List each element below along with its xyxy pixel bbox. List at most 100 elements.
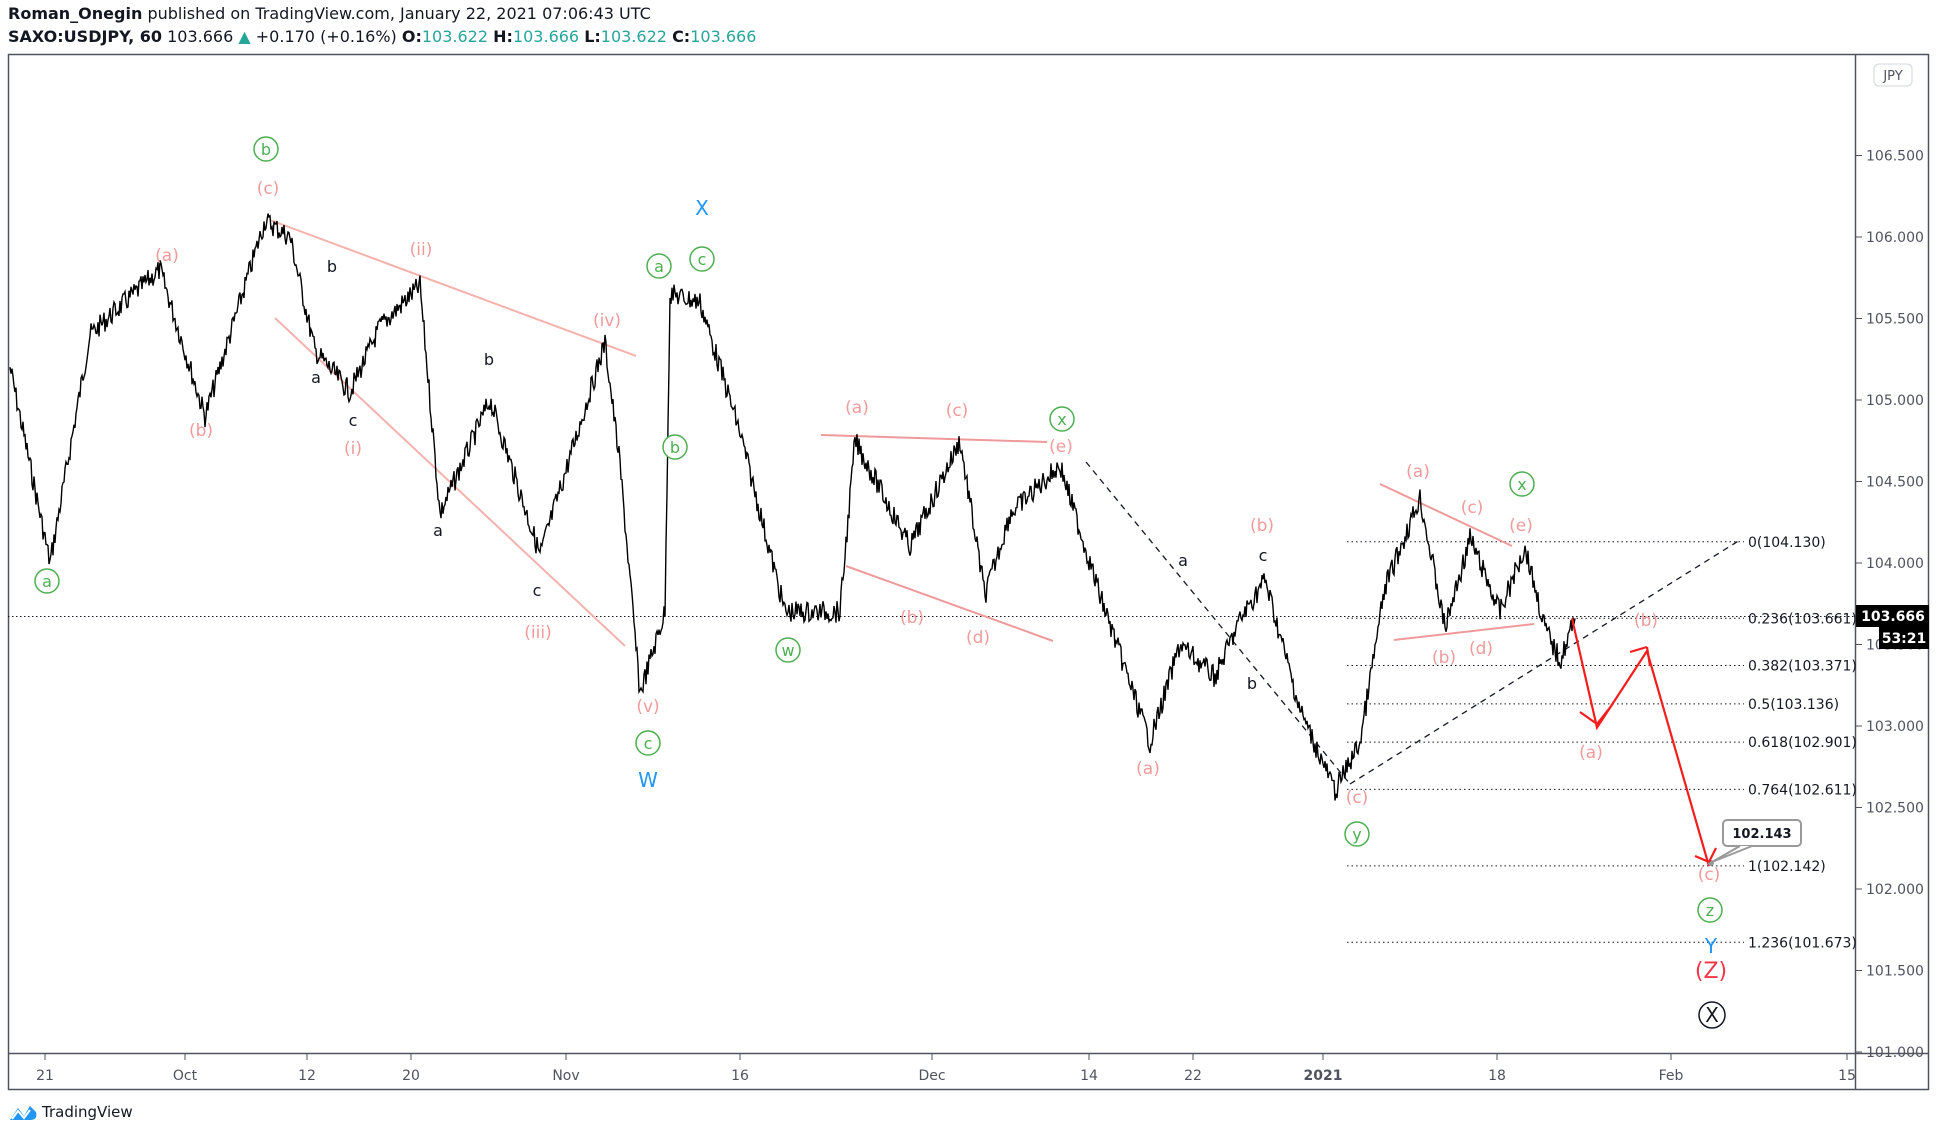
wave-label-circle (689, 246, 715, 272)
symbol-legend: SAXO:USDJPY, 60 103.666 ▲ +0.170 (+0.16%… (8, 27, 757, 46)
trendlines[interactable] (269, 219, 1741, 785)
price-tick-label: 106.500 (1866, 149, 1924, 165)
up-triangle-icon: ▲ (238, 27, 251, 46)
svg-text:53:21: 53:21 (1882, 631, 1927, 647)
trendline[interactable] (1349, 539, 1741, 785)
fib-level-label: 0.764(102.611) (1748, 782, 1857, 798)
fib-level-label: 0.618(102.901) (1748, 735, 1857, 751)
time-tick-label: Dec (918, 1068, 945, 1084)
wave-label: (b) (1432, 648, 1456, 668)
wave-label: (a) (1406, 462, 1430, 482)
time-tick-label: 16 (731, 1068, 749, 1084)
time-tick-label: 20 (402, 1068, 420, 1084)
time-axis[interactable]: 21 Oct 12 20 Nov 16 Dec 14 22 2021 18 Feb 15 (36, 1054, 1856, 1084)
time-tick-label: Nov (552, 1068, 579, 1084)
fib-level-label: 0.236(103.661) (1748, 611, 1857, 627)
publish-info: Roman_Onegin published on TradingView.co… (8, 4, 651, 24)
chart-frame (7, 53, 1930, 1091)
svg-text:103.666: 103.666 (1861, 609, 1925, 625)
currency-badge[interactable]: JPY (1873, 63, 1913, 87)
trendline[interactable] (274, 317, 626, 647)
svg-text:JPY: JPY (1882, 69, 1902, 84)
wave-label: (a) (1136, 759, 1160, 779)
wave-label: (ii) (410, 240, 433, 260)
price-change: +0.170 (+0.16%) (255, 27, 397, 46)
wave-label: (b) (1250, 516, 1274, 536)
trendline[interactable] (845, 565, 1054, 642)
wave-label-circle (1697, 897, 1723, 923)
wave-label: (d) (1469, 639, 1493, 659)
wave-label: c (533, 581, 542, 600)
wave-label-circle (775, 637, 801, 663)
time-tick-label: 15 (1838, 1068, 1856, 1084)
published-text: published on TradingView.com, January 22… (147, 4, 651, 23)
wave-label: W (638, 768, 658, 792)
price-tick-label: 105.500 (1866, 312, 1924, 328)
trendline[interactable] (269, 219, 637, 357)
low-value: 103.622 (600, 27, 667, 46)
wave-label: (b) (900, 608, 924, 628)
wave-label: (c) (257, 179, 280, 199)
wave-label: a (1178, 551, 1188, 570)
trendline[interactable] (1393, 623, 1535, 641)
fib-level-label: 0.5(103.136) (1748, 697, 1839, 713)
author-name: Roman_Onegin (8, 4, 143, 23)
price-tick-label: 106.000 (1866, 230, 1924, 246)
wave-label-circle (646, 253, 672, 279)
last-price: 103.666 (167, 27, 234, 46)
time-tick-label: 12 (298, 1068, 316, 1084)
wave-label-circle (253, 136, 279, 162)
arrow-head-icon (1708, 847, 1717, 863)
trendline[interactable] (1085, 461, 1351, 785)
arrow-head-icon (1596, 704, 1613, 725)
wave-label: X (1705, 1003, 1719, 1027)
wave-label: (iv) (593, 311, 621, 331)
arrow-head-icon (1645, 646, 1652, 667)
arrow-head-icon (1579, 711, 1598, 725)
wave-label: z (1706, 901, 1714, 920)
projection-arrows[interactable] (1570, 618, 1711, 867)
wave-label: a (433, 521, 443, 540)
wave-label-circle (1509, 471, 1535, 497)
wave-label: (c) (1461, 498, 1484, 518)
price-series (9, 213, 1576, 801)
price-tick-label: 104.500 (1866, 475, 1924, 491)
svg-text:102.143: 102.143 (1732, 827, 1791, 842)
time-tick-label: 14 (1080, 1068, 1098, 1084)
close-value: 103.666 (690, 27, 757, 46)
price-callout[interactable]: 102.143 (1708, 819, 1802, 866)
wave-label: (v) (636, 697, 659, 717)
tradingview-logo[interactable]: TradingView (8, 1102, 133, 1122)
wave-label: c (644, 734, 653, 753)
wave-label-circle (1049, 406, 1075, 432)
trendline[interactable] (820, 434, 1048, 443)
last-price-tag: 103.666 53:21 (1856, 605, 1929, 649)
fib-level-label: 0(104.130) (1748, 535, 1826, 551)
wave-label: (a) (1579, 743, 1603, 763)
wave-label: x (1057, 410, 1066, 429)
wave-label: Y (1704, 934, 1718, 958)
arrow-head-icon (1694, 854, 1710, 864)
wave-label: a (654, 257, 664, 276)
price-tick-label: 104.000 (1866, 556, 1924, 572)
wave-label: (c) (1698, 865, 1721, 885)
wave-label: b (1247, 674, 1257, 693)
wave-label: c (1259, 546, 1268, 565)
wave-label: (c) (1346, 788, 1369, 808)
wave-label: c (349, 411, 358, 430)
wave-label: (e) (1049, 437, 1073, 457)
wave-label-circle (1344, 821, 1370, 847)
fib-level-label: 0.382(103.371) (1748, 659, 1857, 675)
wave-label: X (695, 196, 709, 220)
wave-label: (b) (189, 421, 213, 441)
wave-label: (a) (845, 398, 869, 418)
fibonacci-extension[interactable]: 0(104.130) 0.236(103.661) 0.382(103.371) 0.… (1347, 535, 1857, 951)
symbol-name: SAXO:USDJPY, 60 (8, 27, 162, 46)
tradingview-cloud-icon (10, 1106, 37, 1120)
price-axis[interactable]: 106.500 106.000 105.500 105.000 104.500 104.0… (1856, 149, 1924, 1062)
trendline[interactable] (1379, 483, 1513, 547)
wave-label: (a) (155, 246, 179, 266)
wave-label: (b) (1634, 611, 1658, 631)
wave-label: (iii) (524, 623, 551, 643)
